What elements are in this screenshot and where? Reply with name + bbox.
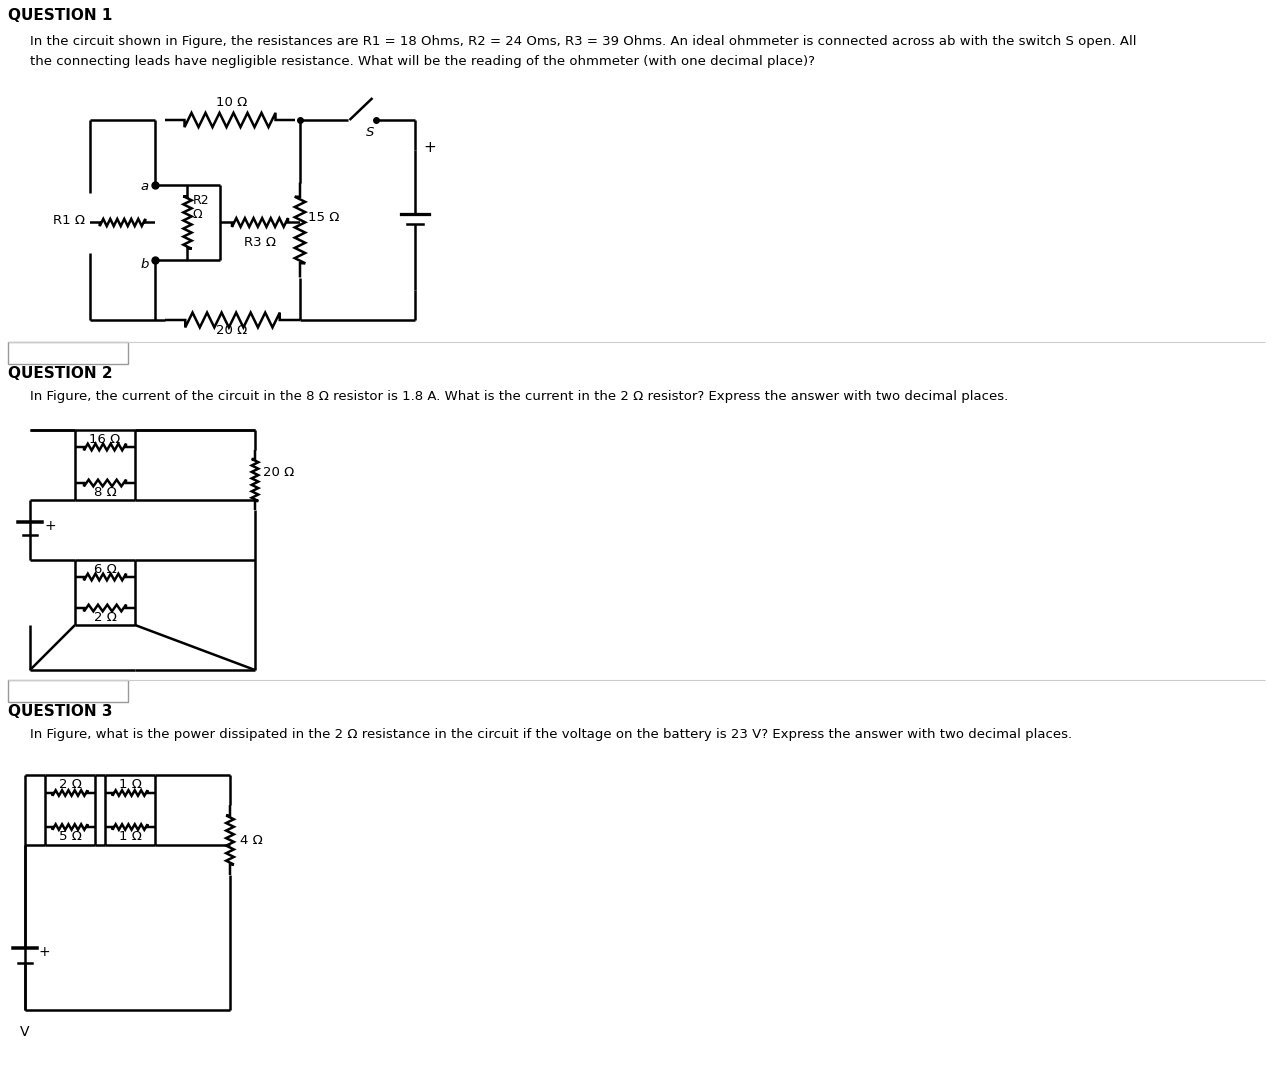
Text: V: V xyxy=(20,1025,29,1039)
Text: S: S xyxy=(366,126,374,139)
Text: R3 Ω: R3 Ω xyxy=(244,236,276,249)
Text: +: + xyxy=(422,140,435,155)
Text: QUESTION 2: QUESTION 2 xyxy=(8,367,113,381)
Text: 1 Ω: 1 Ω xyxy=(119,830,141,843)
Text: In Figure, the current of the circuit in the 8 Ω resistor is 1.8 A. What is the : In Figure, the current of the circuit in… xyxy=(29,390,1009,403)
Text: +: + xyxy=(44,519,55,533)
Text: the connecting leads have negligible resistance. What will be the reading of the: the connecting leads have negligible res… xyxy=(29,55,815,68)
Text: QUESTION 3: QUESTION 3 xyxy=(8,704,113,719)
Text: R2: R2 xyxy=(192,194,209,207)
Bar xyxy=(8,342,128,364)
Text: 6 Ω: 6 Ω xyxy=(93,563,116,576)
Text: In the circuit shown in Figure, the resistances are R1 = 18 Ohms, R2 = 24 Oms, R: In the circuit shown in Figure, the resi… xyxy=(29,34,1137,49)
Text: b: b xyxy=(141,258,148,271)
Text: 2 Ω: 2 Ω xyxy=(59,778,82,791)
Text: In Figure, what is the power dissipated in the 2 Ω resistance in the circuit if : In Figure, what is the power dissipated … xyxy=(29,728,1073,741)
Text: R1 Ω: R1 Ω xyxy=(52,213,84,226)
Text: 15 Ω: 15 Ω xyxy=(308,211,339,224)
Text: QUESTION 1: QUESTION 1 xyxy=(8,8,113,23)
Text: Ω: Ω xyxy=(192,208,202,221)
Text: 8 Ω: 8 Ω xyxy=(93,486,116,499)
Text: 10 Ω: 10 Ω xyxy=(216,96,247,109)
Text: +: + xyxy=(38,944,51,958)
Text: a: a xyxy=(141,180,148,193)
Text: 2 Ω: 2 Ω xyxy=(93,611,116,624)
Text: 20 Ω: 20 Ω xyxy=(262,466,294,479)
Text: 1 Ω: 1 Ω xyxy=(119,778,141,791)
Text: 16 Ω: 16 Ω xyxy=(90,433,120,446)
Text: 4 Ω: 4 Ω xyxy=(241,833,262,846)
Text: 20 Ω: 20 Ω xyxy=(216,324,247,337)
Text: 5 Ω: 5 Ω xyxy=(59,830,82,843)
Bar xyxy=(8,680,128,702)
